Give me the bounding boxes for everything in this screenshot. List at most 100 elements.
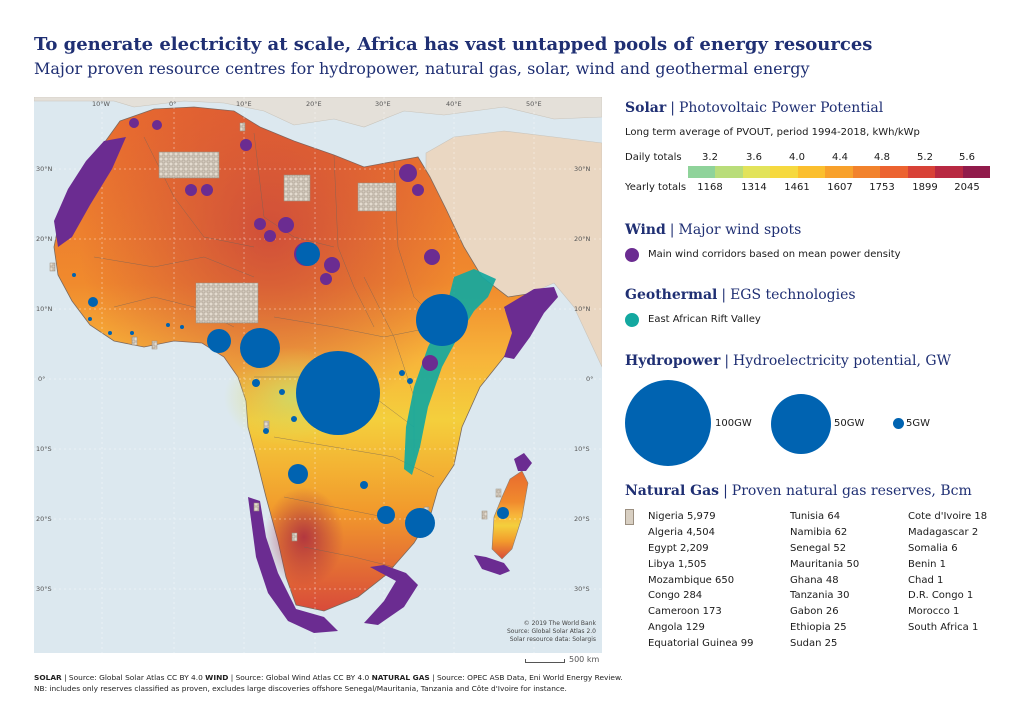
footer-wind-source: | Source: Global Wind Atlas CC BY 4.0 (228, 673, 372, 682)
wind-corridor-south-east (364, 565, 418, 625)
gas-reserve-item: Libya 1,505 (648, 558, 707, 570)
lat-label: 10°N (574, 305, 591, 313)
gas-reserve-item: D.R. Congo 1 (908, 590, 974, 602)
yearly-totals-label: Yearly totals (625, 182, 687, 193)
gas-reserve-item: Morocco 1 (908, 606, 960, 618)
footer-wind-key: WIND (205, 673, 229, 682)
footer-solar-source: | Source: Global Solar Atlas CC BY 4.0 (61, 673, 206, 682)
page-subtitle: Major proven resource centres for hydrop… (34, 59, 810, 78)
lat-label: 30°N (36, 165, 53, 173)
lat-label: 10°N (36, 305, 53, 313)
wind-legend-title: Wind | Major wind spots (625, 222, 802, 238)
hydro-legend-label: 5GW (906, 418, 930, 429)
gas-reserve-item: Algeria 4,504 (648, 526, 715, 538)
yearly-tick: 1314 (741, 182, 767, 193)
map-credit-line: Solar resource data: Solargis (510, 636, 596, 643)
madagascar (491, 470, 529, 560)
hydro-legend-circle-5gw (893, 418, 904, 429)
wind-corridor-madagascar-south (474, 555, 510, 575)
gas-reserve-item: Tunisia 64 (790, 511, 841, 522)
namib-high-irradiance (264, 487, 344, 587)
daily-tick: 4.0 (789, 152, 805, 163)
daily-tick: 4.8 (874, 152, 890, 163)
lat-label: 30°S (574, 585, 590, 593)
solar-subtitle: Photovoltaic Power Potential (678, 100, 884, 116)
europe-landmass (34, 97, 602, 128)
yearly-tick: 2045 (954, 182, 980, 193)
colorbar-step (880, 166, 908, 178)
colorbar-step (770, 166, 798, 178)
gas-reserve-item: Sudan 25 (790, 638, 838, 650)
colorbar-step (797, 166, 826, 178)
solar-description: Long term average of PVOUT, period 1994-… (625, 127, 920, 138)
solar-title: Solar (625, 100, 667, 116)
gas-reserve-item: Cameroon 173 (648, 606, 722, 618)
gas-reserve-item: Chad 1 (908, 574, 944, 586)
daily-tick: 5.2 (917, 152, 933, 163)
yearly-tick: 1607 (827, 182, 853, 193)
footer-line-1: SOLAR | Source: Global Solar Atlas CC BY… (34, 672, 623, 683)
wind-legend-text: Main wind corridors based on mean power … (648, 249, 901, 260)
daily-tick: 3.6 (746, 152, 762, 163)
gas-reserve-item: Tanzania 30 (790, 590, 850, 602)
page-title: To generate electricity at scale, Africa… (34, 34, 873, 55)
gas-reserves-column-3: Cote d'Ivoire 18 Madagascar 2 Somalia 6 Ben… (908, 509, 987, 636)
lat-label: 20°N (574, 235, 591, 243)
map-credit-line: Source: Global Solar Atlas 2.0 (507, 628, 596, 635)
gas-reserves-column-1: Nigeria 5,979 Algeria 4,504 Egypt 2,209 Lib… (648, 509, 754, 652)
colorbar-step (907, 166, 936, 178)
hydropower-title: Hydropower (625, 353, 721, 369)
hydro-legend-circle-100gw (625, 380, 711, 466)
wind-title: Wind (625, 222, 666, 238)
hydro-bubbles (72, 242, 509, 538)
wind-corridor-morocco (54, 137, 126, 247)
colorbar-step (688, 166, 716, 178)
yearly-tick: 1753 (869, 182, 895, 193)
gas-reserve-item: Mozambique 650 (648, 574, 735, 586)
gas-reserve-item: Egypt 2,209 (648, 542, 709, 554)
gas-reserve-item: Senegal 52 (790, 542, 847, 554)
hydro-legend-label: 100GW (715, 418, 752, 429)
hydropower-legend-title: Hydropower | Hydroelectricity potential, G… (625, 353, 951, 369)
scale-label: 500 km (569, 655, 600, 664)
footer-sources: SOLAR | Source: Global Solar Atlas CC BY… (34, 672, 623, 694)
daily-totals-label: Daily totals (625, 152, 682, 163)
colorbar-step (742, 166, 771, 178)
colorbar-step (962, 166, 990, 178)
gas-subtitle: Proven natural gas reserves, Bcm (731, 483, 972, 499)
lat-label: 0° (586, 375, 593, 383)
gas-reserve-item: Equatorial Guinea 99 (648, 638, 754, 650)
lat-label: 20°N (36, 235, 53, 243)
lat-label: 20°S (574, 515, 590, 523)
gas-reserve-item: Angola 129 (648, 622, 705, 634)
hydro-legend-label: 50GW (834, 418, 865, 429)
colorbar-step (825, 166, 853, 178)
lat-label: 20°S (36, 515, 52, 523)
yearly-tick: 1899 (912, 182, 938, 193)
colorbar-step (715, 166, 743, 178)
wind-corridor-horn (504, 287, 558, 359)
lat-label: 10°S (574, 445, 590, 453)
geothermal-legend-swatch (625, 313, 639, 327)
footer-line-2: NB: includes only reserves classified as… (34, 684, 567, 693)
lon-label: 0° (169, 100, 176, 108)
gas-reserve-item: Namibia 62 (790, 526, 848, 538)
lon-label: 50°E (526, 100, 542, 108)
footer-gas-key: NATURAL GAS (371, 673, 430, 682)
daily-tick: 5.6 (959, 152, 975, 163)
solar-legend-title: Solar | Photovoltaic Power Potential (625, 100, 884, 116)
lat-label: 30°S (36, 585, 52, 593)
footer-gas-source: | Source: OPEC ASB Data, Eni World Energ… (429, 673, 623, 682)
gas-reserves-column-2: Tunisia 64 Namibia 62 Senegal 52 Mauritania… (790, 509, 859, 652)
lat-label: 0° (38, 375, 45, 383)
geothermal-subtitle: EGS technologies (730, 287, 856, 303)
gas-reserve-item: Somalia 6 (908, 542, 958, 554)
gas-reserve-item: Madagascar 2 (908, 526, 979, 538)
yearly-tick: 1461 (784, 182, 810, 193)
gas-fields (49, 122, 502, 542)
lat-label: 10°S (36, 445, 52, 453)
gas-reserve-item: Mauritania 50 (790, 558, 860, 570)
lon-label: 10°E (236, 100, 252, 108)
gas-reserve-item: Congo 284 (648, 590, 703, 602)
wind-subtitle: Major wind spots (678, 222, 802, 238)
